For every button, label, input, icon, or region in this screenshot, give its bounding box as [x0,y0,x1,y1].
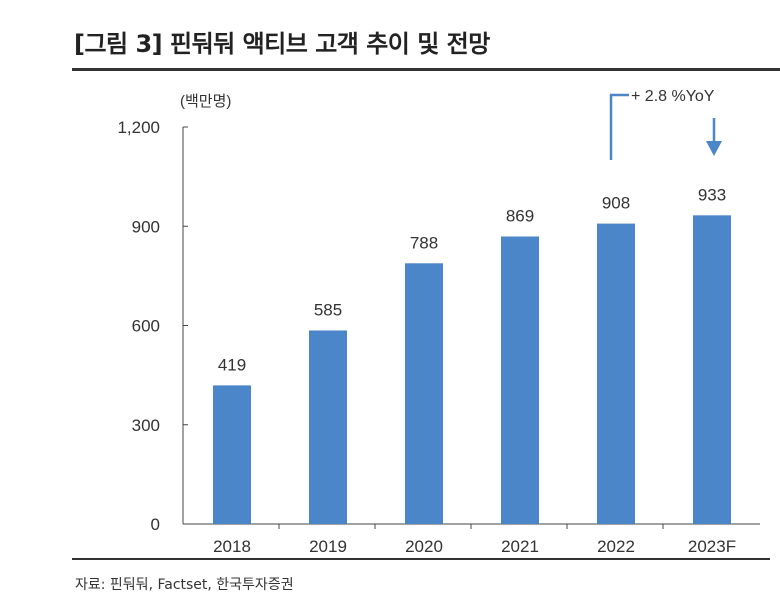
bar-2023F [693,215,731,524]
data-label-2020: 788 [410,233,438,252]
data-label-2018: 419 [218,355,246,374]
annotation-text: + 2.8 %YoY [631,88,715,105]
x-tick-label: 2021 [501,537,539,556]
data-label-2023F: 933 [698,185,726,204]
y-tick-label: 600 [132,317,160,336]
bar-2019 [309,330,347,524]
y-tick-label: 900 [132,217,160,236]
x-tick-label: 2018 [213,537,251,556]
x-tick-label: 2020 [405,537,443,556]
data-label-2022: 908 [602,194,630,213]
y-tick-label: 300 [132,416,160,435]
figure-title: [그림 3] 핀둬둬 액티브 고객 추이 및 전망 [74,30,490,58]
data-label-2019: 585 [314,300,342,319]
y-axis-label: (백만명) [180,93,231,110]
bar-2021 [501,236,539,524]
bar-2022 [597,223,635,524]
x-tick-label: 2022 [597,537,635,556]
y-tick-label: 0 [151,515,160,534]
annotation-bracket [609,93,629,160]
bottom-rule [72,558,770,560]
bar-2018 [213,385,251,524]
x-tick-label: 2023F [688,537,736,556]
bar-2020 [405,263,443,524]
y-tick-label: 1,200 [117,118,160,137]
x-tick-label: 2019 [309,537,347,556]
arrow-down-icon [706,141,722,156]
top-rule [72,68,780,71]
source-note: 자료: 핀둬둬, Factset, 한국투자증권 [75,577,294,593]
data-label-2021: 869 [506,207,534,226]
